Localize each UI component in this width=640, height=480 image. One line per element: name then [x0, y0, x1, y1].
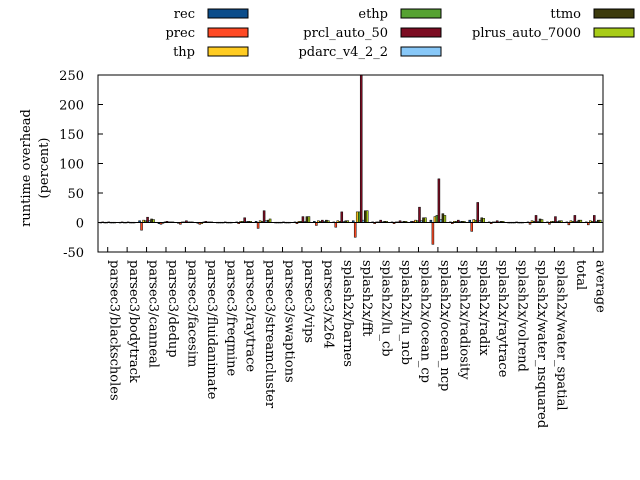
x-tick-label: splash2x/water_nsquared: [534, 260, 549, 428]
x-tick-label: splash2x/lu_cb: [379, 260, 394, 357]
bar-ttmo-splash2x-fft: [363, 210, 367, 223]
y-tick-label: 200: [59, 99, 84, 114]
y-tick-label: 0: [76, 217, 84, 232]
bar-prec-splash2x-ocean-ncp: [431, 222, 435, 245]
bar-prcl-auto-50-splash2x-radix: [476, 202, 479, 223]
x-tick-label: splash2x/barnes: [340, 260, 355, 367]
bar-ttmo-splash2x-water-nsquared: [538, 218, 542, 223]
x-axis-ticks: parsec3/blackscholes parsec3/bodytrack par…: [107, 247, 607, 428]
x-tick-label: parsec3/swaptions: [282, 260, 297, 383]
legend-swatch-ethp: [400, 8, 442, 19]
x-tick-label: splash2x/volrend: [515, 260, 530, 372]
bar-ethp-splash2x-ocean-ncp: [435, 215, 439, 223]
x-tick-label: parsec3/raytrace: [243, 260, 258, 372]
bar-prcl-auto-50-parsec3-canneal: [146, 216, 149, 223]
x-tick-label: parsec3/streamcluster: [262, 260, 277, 409]
bar-ethp-splash2x-fft: [357, 211, 361, 223]
legend-label-ethp: ethp: [358, 7, 388, 22]
y-tick-label: 250: [59, 69, 84, 84]
legend-label-thp: thp: [173, 45, 195, 60]
legend-label-prec: prec: [165, 26, 195, 41]
legend-swatch-plrus-auto-7000: [593, 27, 635, 38]
bar-ttmo-parsec3-vips: [305, 216, 309, 223]
bar-prcl-auto-50-splash2x-ocean-cp: [418, 206, 421, 223]
y-tick-label: 150: [59, 128, 84, 143]
legend-swatch-prcl-auto-50: [400, 27, 442, 38]
y-axis-ticks: -50 0 50 100 150 200 250: [59, 69, 603, 261]
bar-prcl-auto-50-total: [573, 215, 577, 223]
legend: rec prec thp ethp prcl_auto_50 pdarc_v4_2_2 tt…: [165, 7, 635, 60]
bar-thp-splash2x-ocean-ncp: [433, 216, 437, 223]
legend-label-pdarc-v4-2-2: pdarc_v4_2_2: [298, 45, 388, 60]
x-tick-label: splash2x/ocean_ncp: [437, 260, 452, 391]
y-axis-label: runtime overhead (percent): [19, 109, 52, 227]
legend-swatch-rec: [207, 8, 249, 19]
bar-prec-splash2x-fft: [353, 222, 357, 238]
bar-ttmo-splash2x-ocean-ncp: [441, 213, 445, 223]
legend-swatch-pdarc-v4-2-2: [400, 46, 442, 57]
x-tick-label: splash2x/lu_ncb: [398, 260, 413, 365]
bar-ttmo-splash2x-ocean-cp: [422, 217, 425, 223]
x-tick-label: splash2x/raytrace: [495, 260, 510, 378]
x-tick-label: splash2x/fft: [359, 260, 374, 337]
bar-plrus-auto-7000-splash2x-fft: [365, 210, 369, 223]
bar-plrus-auto-7000-splash2x-ocean-cp: [424, 217, 427, 223]
bar-plrus-auto-7000-parsec3-streamcluster: [268, 218, 272, 223]
bar-prec-parsec3-streamcluster: [256, 222, 260, 229]
bar-prec-splash2x-barnes: [334, 222, 338, 228]
x-tick-label: parsec3/canneal: [146, 260, 161, 368]
legend-label-prcl-auto-50: prcl_auto_50: [303, 26, 388, 41]
x-tick-label: parsec3/dedup: [165, 260, 180, 358]
bar-plrus-auto-7000-splash2x-ocean-ncp: [443, 215, 447, 223]
bar-prec-splash2x-radix: [470, 222, 473, 232]
x-tick-label: splash2x/radix: [476, 260, 491, 356]
legend-label-plrus-auto-7000: plrus_auto_7000: [472, 26, 581, 41]
plot-frame: [97, 74, 604, 253]
bar-prcl-auto-50-splash2x-ocean-ncp: [437, 178, 441, 223]
legend-swatch-thp: [207, 46, 249, 57]
bar-ttmo-splash2x-radix: [480, 217, 483, 223]
x-tick-label: total: [573, 260, 588, 290]
bar-prec-parsec3-canneal: [140, 222, 143, 231]
x-tick-label: splash2x/radiosity: [456, 260, 471, 380]
bar-prcl-auto-50-splash2x-barnes: [340, 211, 344, 223]
y-tick-label: -50: [63, 246, 84, 261]
x-tick-label: splash2x/water_spatial: [553, 260, 568, 410]
x-tick-label: parsec3/bodytrack: [126, 260, 141, 383]
legend-swatch-ttmo: [593, 8, 635, 19]
x-tick-label: average: [592, 260, 607, 313]
bar-thp-splash2x-fft: [355, 211, 359, 223]
bar-prcl-auto-50-splash2x-fft: [359, 74, 363, 223]
y-tick-label: 100: [59, 158, 84, 173]
bars: [99, 74, 602, 245]
legend-label-ttmo: ttmo: [550, 7, 581, 22]
x-tick-label: parsec3/fluidanimate: [204, 260, 219, 400]
bar-plrus-auto-7000-splash2x-radix: [482, 218, 485, 223]
y-tick-label: 50: [67, 187, 84, 202]
legend-swatch-prec: [207, 27, 249, 38]
bar-prcl-auto-50-parsec3-raytrace: [243, 217, 246, 223]
bar-ttmo-parsec3-canneal: [150, 218, 153, 223]
bar-prcl-auto-50-splash2x-water-nsquared: [534, 215, 538, 223]
bar-plrus-auto-7000-parsec3-vips: [307, 216, 311, 223]
bar-prcl-auto-50-parsec3-streamcluster: [262, 210, 266, 223]
bar-prcl-auto-50-splash2x-water-spatial: [554, 216, 557, 223]
y-axis-title: runtime overhead (percent): [19, 109, 52, 227]
x-tick-label: splash2x/ocean_cp: [417, 260, 432, 383]
bar-prcl-auto-50-average: [593, 215, 596, 223]
x-tick-label: parsec3/x264: [320, 260, 335, 349]
x-tick-label: parsec3/vips: [301, 260, 316, 343]
x-tick-label: parsec3/freqmine: [223, 260, 238, 376]
legend-label-rec: rec: [174, 7, 195, 22]
bar-prcl-auto-50-parsec3-vips: [301, 216, 305, 223]
x-tick-label: parsec3/blackscholes: [107, 260, 122, 401]
x-tick-label: parsec3/facesim: [184, 260, 199, 367]
